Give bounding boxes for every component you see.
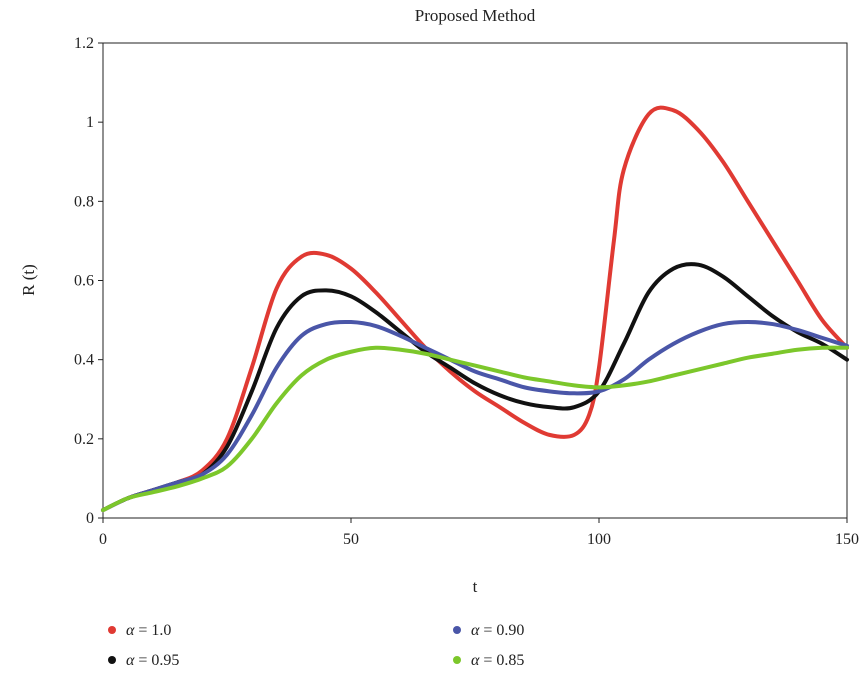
x-tick-label: 50 (343, 531, 359, 548)
series-line-3 (101, 319, 849, 513)
y-tick-label: 1.2 (74, 35, 94, 52)
legend-marker (453, 656, 461, 664)
y-axis-label: R (t) (19, 264, 38, 296)
legend-item: α = 0.95 (108, 652, 179, 669)
x-tick-label: 100 (587, 531, 611, 548)
y-tick-label: 0.2 (74, 431, 94, 448)
x-tick-label: 150 (835, 531, 859, 548)
y-tick-label: 1 (86, 114, 94, 131)
series-line-2 (101, 262, 849, 513)
x-axis-ticks: 0 50 100 150 (99, 518, 859, 548)
y-axis-ticks: 0 0.2 0.4 0.6 0.8 1 1.2 (74, 35, 103, 527)
y-tick-label: 0.8 (74, 193, 94, 210)
y-tick-label: 0.6 (74, 273, 94, 290)
series-line-4 (101, 345, 849, 513)
y-tick-label: 0.4 (74, 352, 94, 369)
legend-item: α = 0.85 (453, 652, 524, 669)
legend-marker (453, 626, 461, 634)
chart-title: Proposed Method (415, 6, 536, 25)
x-axis-label: t (473, 577, 478, 596)
legend-label: α = 0.85 (471, 652, 524, 669)
legend-marker (108, 656, 116, 664)
series-layer (101, 105, 849, 513)
legend-label: α = 0.90 (471, 622, 524, 639)
legend-label: α = 1.0 (126, 622, 171, 639)
legend-item: α = 0.90 (453, 622, 524, 639)
legend-marker (108, 626, 116, 634)
x-tick-label: 0 (99, 531, 107, 548)
y-tick-label: 0 (86, 510, 94, 527)
series-line-1 (101, 105, 849, 513)
legend: α = 1.0 α = 0.90 α = 0.95 α = 0.85 (108, 622, 524, 669)
legend-item: α = 1.0 (108, 622, 171, 639)
plot-area (102, 42, 848, 519)
legend-label: α = 0.95 (126, 652, 179, 669)
